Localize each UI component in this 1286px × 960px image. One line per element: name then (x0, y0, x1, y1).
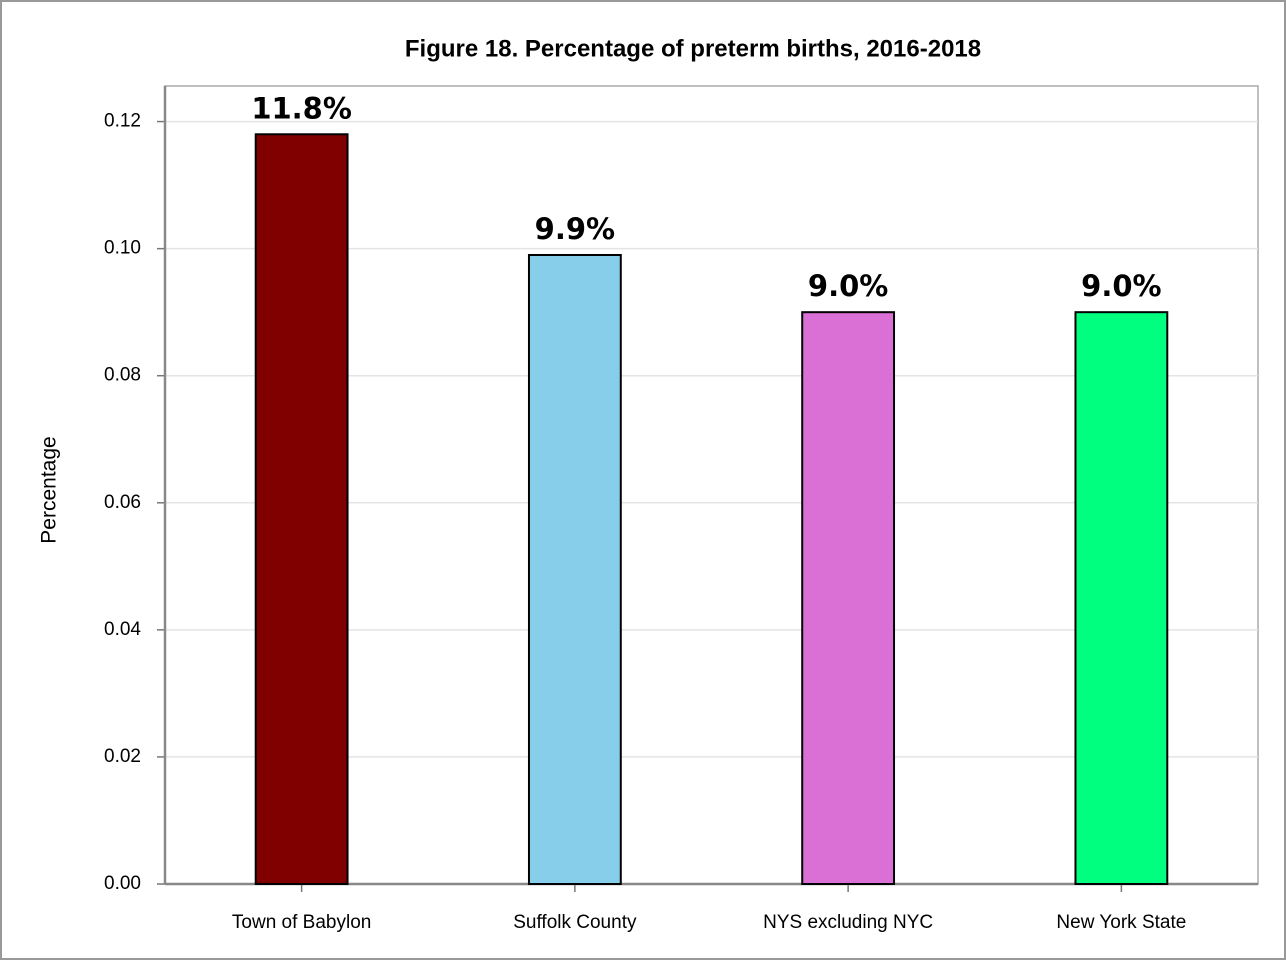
y-tick-label: 0.04 (104, 619, 141, 640)
bar (254, 133, 349, 885)
y-tick-label: 0.08 (104, 365, 141, 386)
x-tick-label: Town of Babylon (232, 912, 371, 933)
x-tick-label: New York State (1056, 912, 1186, 933)
y-tick-label: 0.06 (104, 492, 141, 513)
y-tick-label: 0.00 (104, 873, 141, 894)
bar (1074, 311, 1169, 886)
x-tick-label: Suffolk County (513, 912, 637, 933)
chart-title: Figure 18. Percentage of preterm births,… (405, 35, 981, 62)
x-tick-label: NYS excluding NYC (763, 912, 933, 933)
value-label: 9.0% (1081, 269, 1161, 303)
y-axis-label: Percentage (38, 436, 61, 543)
bar (527, 254, 622, 886)
y-tick-label: 0.10 (104, 238, 141, 259)
bar (801, 311, 896, 886)
y-tick-label: 0.02 (104, 746, 141, 767)
value-label: 9.0% (808, 269, 888, 303)
value-label: 9.9% (535, 212, 615, 246)
value-label: 11.8% (251, 91, 352, 125)
y-tick-label: 0.12 (104, 111, 141, 132)
